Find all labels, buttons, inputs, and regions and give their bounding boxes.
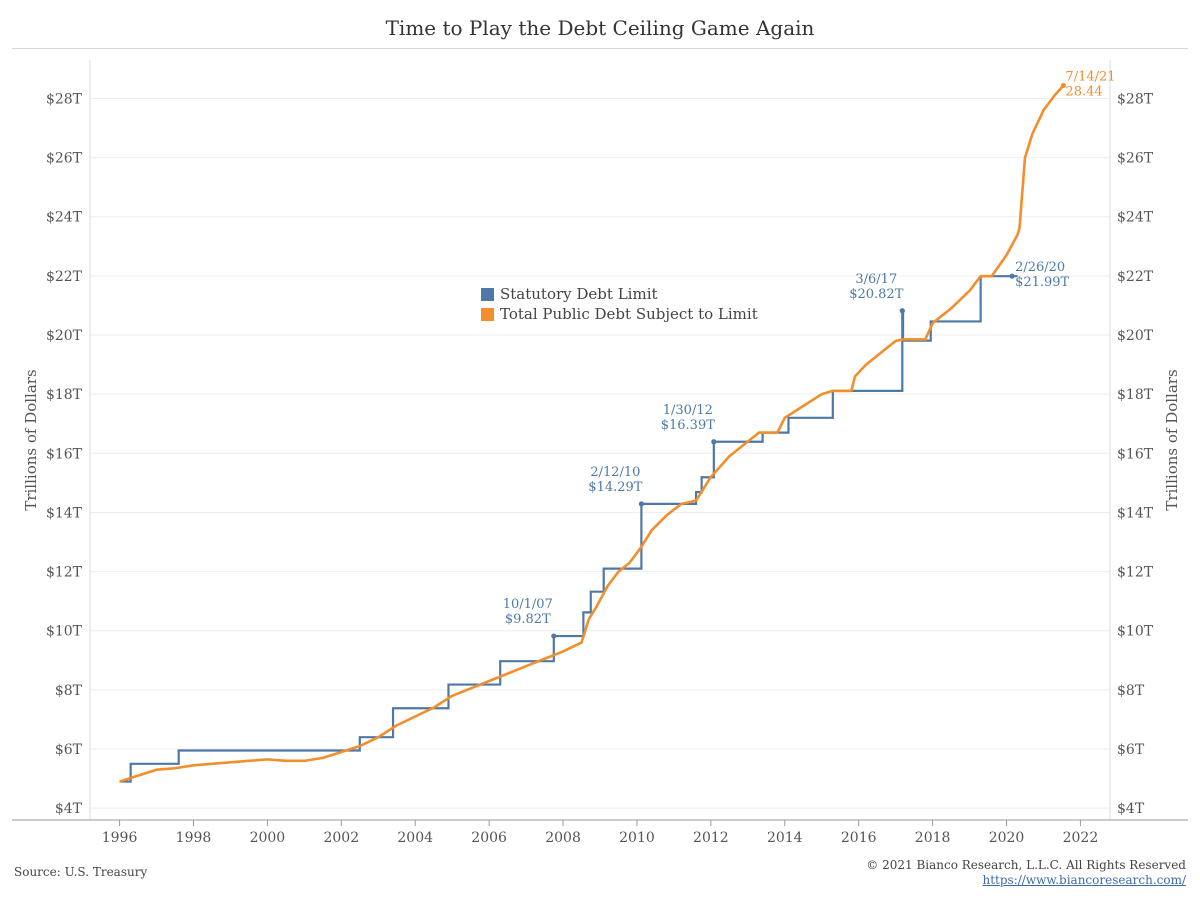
annotation-point [1060,82,1067,89]
y-tick-label-left: $10T [46,624,83,640]
y-tick-label-left: $6T [55,742,83,758]
annotation-point [551,633,557,639]
y-tick-label-right: $4T [1117,801,1145,817]
x-tick-label: 2006 [471,830,507,846]
y-tick-label-right: $14T [1117,505,1154,521]
x-tick-label: 1998 [176,830,212,846]
legend-item-debt[interactable]: Total Public Debt Subject to Limit [481,304,758,324]
y-tick-label-right: $24T [1117,210,1154,226]
legend-label-limit: Statutory Debt Limit [500,285,658,303]
y-tick-label-left: $22T [46,269,83,285]
y-tick-label-right: $12T [1117,565,1154,581]
y-tick-label-left: $4T [55,801,83,817]
x-tick-label: 2002 [323,830,359,846]
title-divider [12,48,1188,49]
x-tick-label: 2004 [397,830,433,846]
annotation-date: 2/12/10 [590,465,640,480]
y-tick-label-left: $26T [46,151,83,167]
x-tick-label: 2012 [693,830,729,846]
x-tick-label: 2018 [915,830,951,846]
y-tick-label-left: $16T [46,446,83,462]
annotation-value: $20.82T [849,287,903,302]
annotation-date: 10/1/07 [503,597,553,612]
y-tick-label-right: $20T [1117,328,1154,344]
y-tick-label-right: $6T [1117,742,1145,758]
y-tick-label-left: $20T [46,328,83,344]
y-tick-label-right: $8T [1117,683,1145,699]
website-link[interactable]: https://www.biancoresearch.com/ [982,873,1186,887]
legend-item-limit[interactable]: Statutory Debt Limit [481,284,758,304]
annotation-value: 28.44 [1065,84,1102,99]
chart-legend: Statutory Debt Limit Total Public Debt S… [481,284,758,324]
x-tick-label: 2020 [989,830,1025,846]
legend-label-debt: Total Public Debt Subject to Limit [500,305,758,323]
x-tick-label: 1996 [102,830,138,846]
annotation-value: $14.29T [588,480,642,495]
annotation-point [1009,273,1015,279]
x-tick-label: 2022 [1063,830,1099,846]
annotation-point [899,308,905,314]
x-tick-label: 2010 [619,830,655,846]
legend-swatch-limit [481,287,494,301]
legend-swatch-debt [481,307,494,321]
annotation-point [638,501,644,507]
annotation-date: 1/30/12 [663,403,713,418]
y-axis-title-left: Trillions of Dollars [22,369,40,510]
annotation-value: $21.99T [1015,275,1069,290]
copyright-block: © 2021 Bianco Research, L.L.C. All Right… [866,858,1186,888]
chart-title: Time to Play the Debt Ceiling Game Again [385,16,815,40]
x-tick-label: 2014 [767,830,803,846]
annotation-date: 7/14/21 [1065,69,1115,84]
x-tick-label: 2008 [545,830,581,846]
y-tick-label-left: $8T [55,683,83,699]
x-tick-label: 2000 [250,830,286,846]
y-tick-label-right: $26T [1117,151,1154,167]
annotation-point [711,439,717,445]
y-tick-label-left: $14T [46,505,83,521]
y-tick-label-left: $24T [46,210,83,226]
source-note: Source: U.S. Treasury [14,865,148,879]
annotation-date: 2/26/20 [1015,260,1065,275]
y-tick-label-right: $18T [1117,387,1154,403]
y-tick-label-right: $28T [1117,91,1154,107]
y-tick-label-left: $18T [46,387,83,403]
series-line-public-debt [119,84,1065,783]
annotation-value: $9.82T [505,612,551,627]
x-tick-label: 2016 [841,830,877,846]
y-tick-label-right: $10T [1117,624,1154,640]
y-tick-label-left: $28T [46,91,83,107]
y-tick-label-left: $12T [46,565,83,581]
annotation-date: 3/6/17 [855,272,897,287]
y-axis-title-right: Trillions of Dollars [1163,369,1181,510]
y-tick-label-right: $22T [1117,269,1154,285]
y-tick-label-right: $16T [1117,446,1154,462]
copyright-text: © 2021 Bianco Research, L.L.C. All Right… [866,858,1186,872]
annotation-value: $16.39T [661,418,715,433]
